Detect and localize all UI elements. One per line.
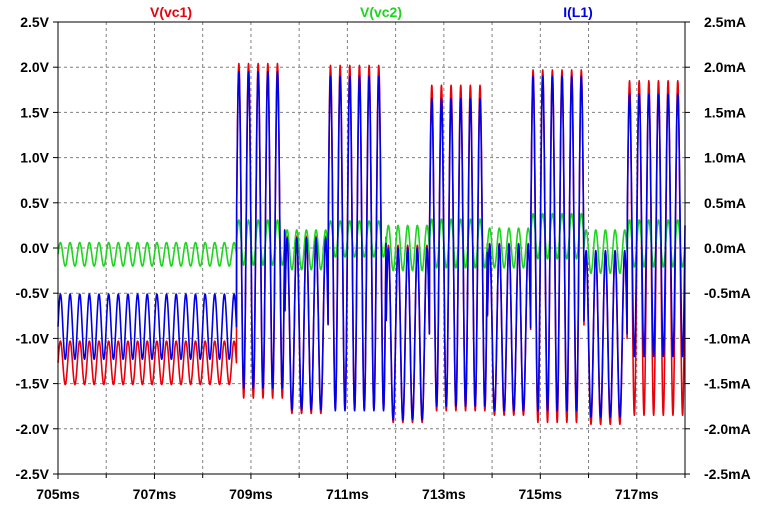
- y-right-tick-label: -1.5mA: [704, 376, 751, 392]
- y-left-tick-label: -2.0V: [16, 421, 50, 437]
- axis-ticks: 705ms 707ms 709ms 711ms 713ms 715ms 717ms 2.5V 2…: [16, 14, 751, 502]
- y-left-tick-label: -1.5V: [16, 376, 50, 392]
- y-left-tick-label: 2.0V: [20, 59, 49, 75]
- x-tick-label: 711ms: [326, 486, 369, 502]
- x-tick-label: 709ms: [229, 486, 273, 502]
- y-left-tick-label: 0.0V: [20, 240, 49, 256]
- y-left-tick-label: -1.0V: [16, 330, 50, 346]
- x-tick-label: 707ms: [133, 486, 177, 502]
- y-right-tick-label: 1.5mA: [704, 104, 746, 120]
- y-left-tick-label: 1.5V: [20, 104, 49, 120]
- x-tick-label: 713ms: [422, 486, 466, 502]
- y-right-tick-label: -2.5mA: [704, 466, 751, 482]
- x-tick-label: 705ms: [36, 486, 80, 502]
- y-right-tick-label: 0.0mA: [704, 240, 746, 256]
- y-left-tick-label: 0.5V: [20, 195, 49, 211]
- series-line-il1[interactable]: [57, 70, 686, 421]
- legend-entry[interactable]: V(vc1): [150, 4, 192, 20]
- y-left-tick-label: 1.0V: [20, 150, 49, 166]
- x-tick-label: 715ms: [519, 486, 563, 502]
- y-left-tick-label: -2.5V: [16, 466, 50, 482]
- x-tick-label: 717ms: [615, 486, 659, 502]
- y-left-tick-label: -0.5V: [16, 285, 50, 301]
- y-right-tick-label: 2.5mA: [704, 14, 746, 30]
- y-right-tick-label: -2.0mA: [704, 421, 751, 437]
- y-right-tick-label: 1.0mA: [704, 150, 746, 166]
- legend-entry[interactable]: I(L1): [563, 4, 593, 20]
- y-left-tick-label: 2.5V: [20, 14, 49, 30]
- y-right-tick-label: -1.0mA: [704, 330, 751, 346]
- legend: V(vc1) V(vc2) I(L1): [150, 4, 593, 20]
- traces: [57, 62, 686, 426]
- y-right-tick-label: -0.5mA: [704, 285, 751, 301]
- y-right-tick-label: 0.5mA: [704, 195, 746, 211]
- y-right-tick-label: 2.0mA: [704, 59, 746, 75]
- legend-entry[interactable]: V(vc2): [360, 4, 402, 20]
